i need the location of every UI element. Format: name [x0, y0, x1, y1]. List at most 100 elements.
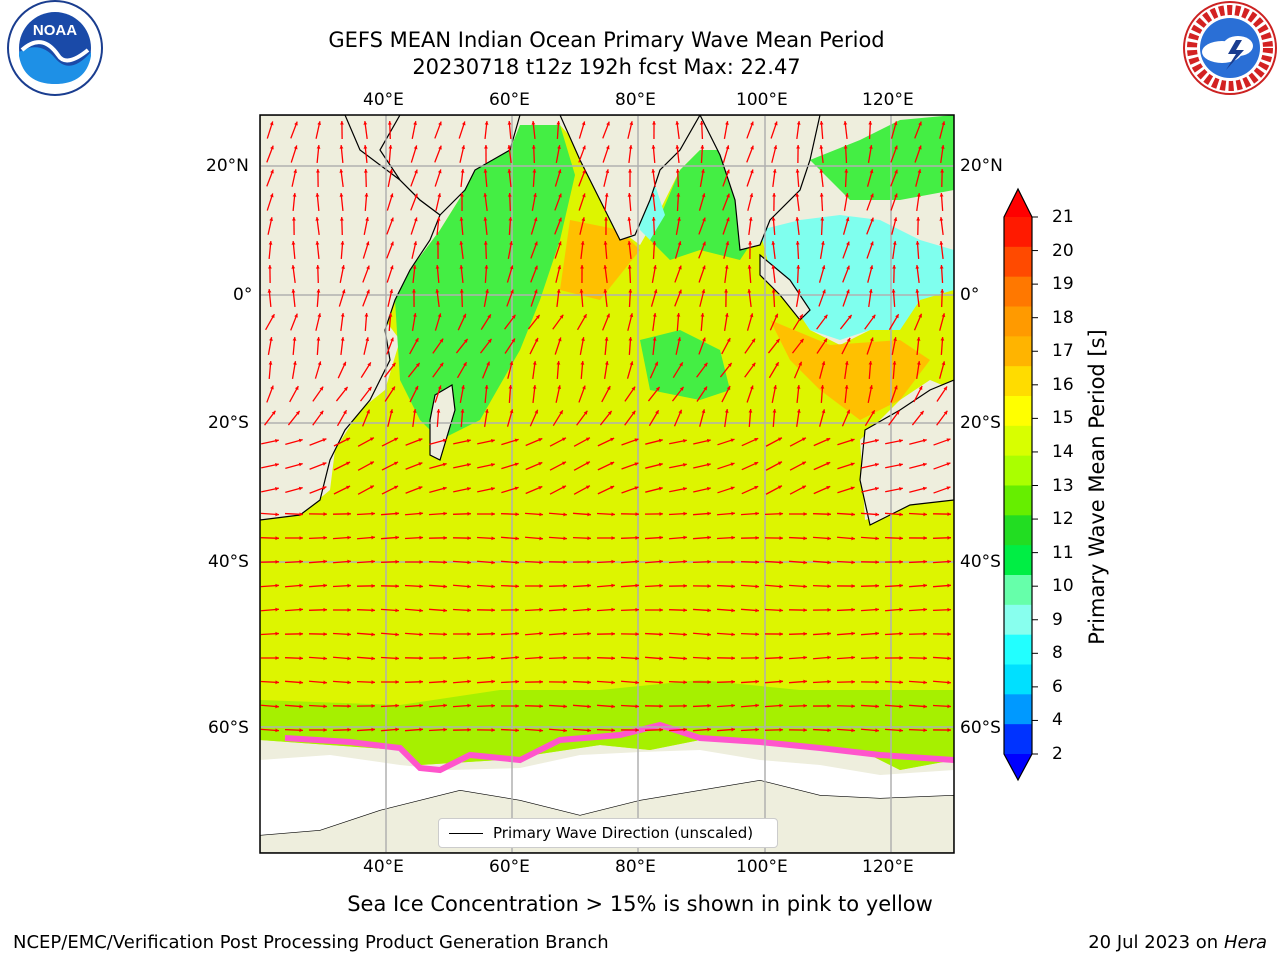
wave-arrow-head — [699, 121, 704, 125]
wave-arrow-head — [467, 727, 471, 732]
wave-arrow-head — [707, 656, 711, 661]
wave-arrow-head — [875, 607, 879, 612]
wave-arrow-head — [347, 583, 351, 588]
wave-arrow-head — [491, 512, 495, 516]
wave-arrow-head — [340, 121, 344, 125]
wave-arrow-head — [460, 409, 465, 413]
wave-arrow-head — [316, 145, 321, 149]
wave-arrow-head — [801, 485, 806, 490]
wave-arrow-head — [654, 361, 658, 366]
wave-arrow-head — [299, 680, 303, 685]
wave-arrow-head — [606, 313, 610, 318]
wave-arrow-head — [515, 655, 519, 660]
wave-arrow-head — [652, 313, 657, 317]
wave-arrow-head — [563, 680, 567, 685]
wave-arrow-head — [607, 410, 612, 415]
wave-arrow-head — [558, 193, 562, 198]
colorbar-tick-label: 18 — [1052, 307, 1074, 328]
wave-arrow-head — [634, 462, 639, 466]
wave-arrow-head — [322, 486, 327, 490]
colorbar-under-triangle — [1004, 754, 1032, 780]
wave-arrow-head — [442, 438, 447, 443]
wave-arrow-head — [795, 217, 800, 221]
wave-arrow-head — [875, 728, 879, 733]
wave-arrow-head — [706, 438, 711, 443]
wave-arrow-head — [414, 385, 419, 390]
wave-arrow-head — [389, 289, 394, 294]
wave-arrow-head — [319, 410, 324, 415]
wave-arrow-head — [918, 121, 922, 126]
wave-arrow-head — [923, 704, 927, 709]
wave-arrow-head — [755, 560, 759, 565]
wave-arrow-head — [414, 338, 419, 343]
wave-arrow-head — [851, 536, 855, 541]
wave-arrow-head — [821, 265, 826, 270]
wave-arrow-head — [603, 265, 608, 269]
wave-arrow-head — [275, 559, 279, 564]
wave-arrow-head — [899, 728, 903, 733]
wave-arrow-head — [796, 385, 801, 389]
wave-arrow-head — [826, 462, 831, 466]
wave-arrow-head — [515, 679, 519, 684]
wave-arrow-head — [916, 361, 921, 365]
wave-arrow-head — [707, 608, 711, 613]
wave-arrow-head — [435, 289, 440, 293]
wave-arrow-head — [467, 560, 471, 565]
wave-arrow-head — [701, 169, 705, 173]
wave-arrow-head — [269, 121, 274, 126]
wave-arrow-head — [563, 583, 567, 588]
wave-arrow-head — [275, 583, 279, 588]
wave-arrow-head — [538, 438, 543, 442]
wave-arrow-head — [869, 145, 873, 149]
wave-arrow-head — [749, 169, 754, 174]
wave-arrow-head — [582, 145, 586, 150]
wave-arrow-head — [750, 145, 754, 150]
wave-arrow-head — [585, 437, 590, 442]
wave-arrow-head — [317, 313, 322, 318]
wave-arrow-head — [941, 313, 946, 318]
wave-arrow-head — [580, 265, 584, 269]
wave-arrow-head — [514, 486, 519, 491]
wave-arrow-head — [940, 337, 945, 341]
colorbar-label: Primary Wave Mean Period [s] — [1085, 329, 1109, 645]
wave-arrow-head — [605, 145, 610, 150]
wave-arrow-head — [395, 632, 399, 637]
wave-arrow-head — [275, 680, 279, 685]
colorbar-tick-label: 21 — [1052, 207, 1074, 227]
wave-arrow-head — [703, 386, 708, 391]
wave-arrow-head — [874, 462, 879, 467]
wave-arrow-head — [533, 217, 538, 222]
wave-arrow-head — [365, 217, 369, 221]
wave-arrow-head — [851, 512, 855, 517]
wave-arrow-head — [509, 241, 513, 245]
wave-arrow-head — [371, 559, 375, 564]
colorbar-segment — [1004, 455, 1032, 486]
wave-arrow-head — [823, 338, 828, 343]
wave-arrow-head — [605, 169, 610, 174]
wave-arrow-head — [291, 265, 296, 269]
wave-arrow-head — [868, 289, 873, 293]
wave-arrow-head — [940, 145, 945, 149]
wave-arrow-head — [369, 437, 374, 442]
wave-arrow-head — [796, 409, 801, 413]
wave-direction-arrows — [260, 120, 952, 733]
wave-arrow-head — [299, 631, 303, 636]
colorbar-tick-label: 9 — [1052, 609, 1063, 630]
wave-arrow-head — [316, 169, 320, 173]
wave-arrow-head — [683, 704, 687, 708]
wave-arrow-head — [827, 704, 831, 708]
wave-arrow-head — [438, 121, 442, 126]
wave-arrow-head — [515, 728, 519, 733]
wave-arrow-head — [322, 462, 327, 466]
wave-arrow-head — [435, 265, 440, 269]
wave-arrow-head — [947, 680, 951, 685]
wave-arrow-head — [707, 727, 711, 732]
wave-arrow-head — [269, 217, 274, 222]
wave-arrow-head — [820, 217, 825, 221]
wave-arrow-head — [508, 217, 513, 221]
wave-arrow-head — [322, 438, 327, 442]
wave-arrow-head — [467, 632, 471, 636]
wave-arrow-head — [635, 656, 639, 661]
wave-arrow-head — [271, 314, 275, 319]
wave-arrow-head — [844, 385, 849, 389]
